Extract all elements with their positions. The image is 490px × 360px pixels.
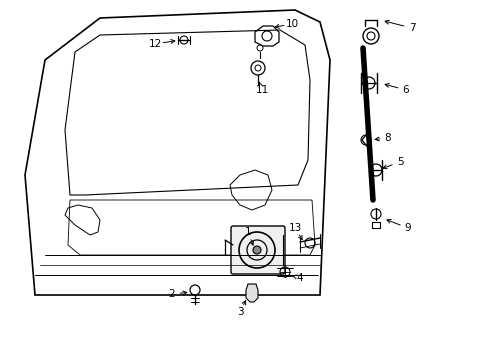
Text: 10: 10 xyxy=(286,19,298,29)
Text: 9: 9 xyxy=(405,223,411,233)
Text: 11: 11 xyxy=(255,85,269,95)
Text: 5: 5 xyxy=(397,157,403,167)
Text: 4: 4 xyxy=(296,273,303,283)
Text: 13: 13 xyxy=(289,223,302,233)
FancyBboxPatch shape xyxy=(231,226,285,274)
Text: 12: 12 xyxy=(148,39,162,49)
Text: 6: 6 xyxy=(403,85,409,95)
Circle shape xyxy=(253,246,261,254)
Text: 8: 8 xyxy=(385,133,392,143)
Polygon shape xyxy=(246,284,258,302)
Text: 2: 2 xyxy=(169,289,175,299)
Text: 7: 7 xyxy=(409,23,416,33)
Text: 1: 1 xyxy=(245,227,251,237)
Text: 3: 3 xyxy=(237,307,244,317)
